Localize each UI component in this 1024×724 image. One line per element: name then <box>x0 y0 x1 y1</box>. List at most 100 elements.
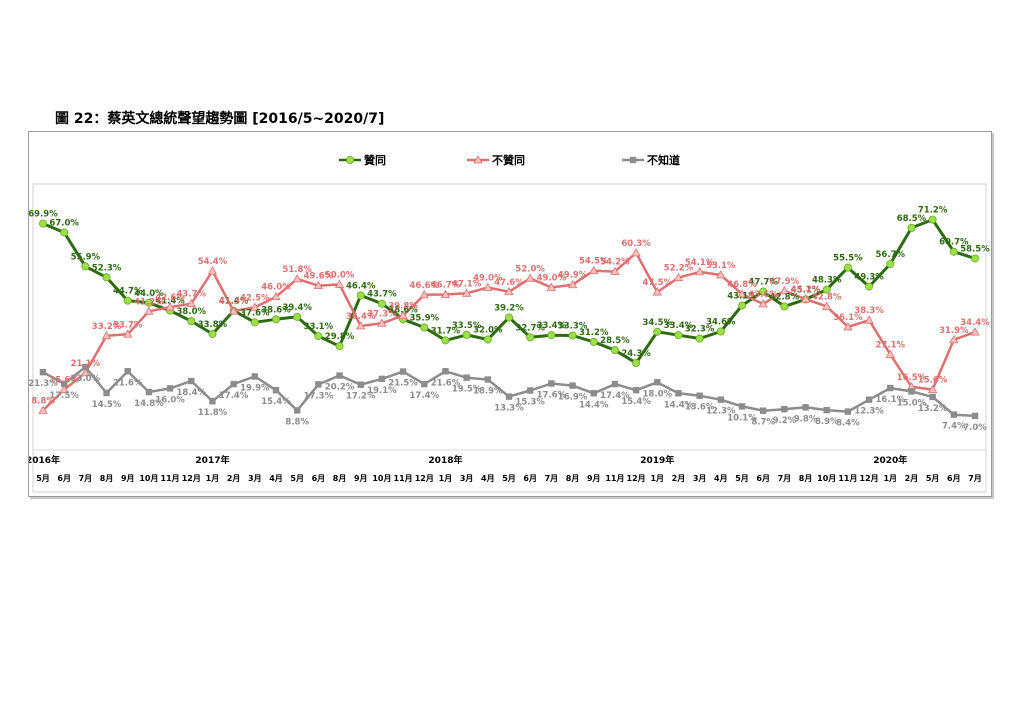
point-disapprove <box>334 279 345 288</box>
data-label-unknown: 14.4% <box>664 400 694 410</box>
data-label-unknown: 8.8% <box>285 417 309 427</box>
point-disapprove <box>419 290 429 299</box>
data-label-unknown: 11.8% <box>198 408 228 418</box>
data-label-unknown: 16.0% <box>155 395 185 405</box>
point-approve <box>250 318 259 327</box>
point-disapprove <box>758 299 768 308</box>
point-disapprove <box>377 318 387 327</box>
point-disapprove <box>398 310 408 320</box>
point-unknown <box>632 387 640 394</box>
point-unknown <box>802 404 809 411</box>
legend: 贊同 不贊同 不知道 <box>339 153 680 167</box>
data-label-approve: 33.8% <box>198 320 228 330</box>
data-label-disapprove: 51.8% <box>282 265 312 275</box>
point-unknown <box>399 368 407 375</box>
data-label-approve: 33.3% <box>558 321 588 331</box>
data-label-disapprove: 49.9% <box>558 271 588 281</box>
point-disapprove <box>440 289 451 298</box>
data-label-approve: 37.6% <box>240 308 270 318</box>
data-label-unknown: 7.0% <box>963 423 987 433</box>
data-label-approve: 43.1% <box>727 292 757 302</box>
data-label-disapprove: 47.1% <box>452 279 482 289</box>
x-tick-label: 6月 <box>523 474 537 483</box>
data-label-disapprove: 38.3% <box>854 306 884 316</box>
x-tick-label: 3月 <box>693 474 707 483</box>
point-disapprove <box>483 282 493 291</box>
legend-marker-unknown <box>629 156 637 164</box>
data-label-disapprove: 33.2% <box>92 322 122 332</box>
point-approve <box>420 323 429 332</box>
data-label-approve: 31.2% <box>579 328 609 338</box>
x-tick-label: 4月 <box>269 474 283 483</box>
x-tick-label: 12月 <box>627 474 646 483</box>
point-unknown <box>124 368 131 375</box>
data-label-approve: 39.4% <box>282 303 312 313</box>
point-disapprove <box>228 306 239 315</box>
point-approve <box>483 335 492 344</box>
data-label-approve: 41.4% <box>219 297 249 307</box>
data-label-disapprove: 15.6% <box>49 376 79 386</box>
data-label-approve: 38.6% <box>388 305 418 315</box>
x-tick-label: 11月 <box>605 474 624 483</box>
point-approve <box>526 333 535 342</box>
x-tick-label: 4月 <box>481 474 495 483</box>
data-label-approve: 47.7% <box>748 277 778 287</box>
data-label-approve: 52.3% <box>92 263 122 273</box>
point-unknown <box>315 381 322 388</box>
data-label-disapprove: 54.5% <box>579 257 609 267</box>
data-label-disapprove: 37.3% <box>367 309 397 319</box>
x-tick-label: 7月 <box>79 474 93 483</box>
point-approve <box>674 331 683 340</box>
data-label-unknown: 18.4% <box>177 388 207 398</box>
point-unknown <box>759 407 767 414</box>
point-approve <box>187 317 196 326</box>
data-label-unknown: 17.2% <box>346 392 376 402</box>
point-unknown <box>675 390 682 397</box>
x-tick-label: 6月 <box>312 474 326 483</box>
data-label-unknown: 12.3% <box>706 407 736 417</box>
data-label-approve: 32.7% <box>515 323 545 333</box>
data-label-unknown: 18.9% <box>473 387 503 397</box>
data-label-approve: 31.7% <box>431 326 461 336</box>
point-approve <box>907 223 916 232</box>
data-label-disapprove: 46.7% <box>431 281 461 291</box>
data-label-disapprove: 54.4% <box>198 257 228 267</box>
point-disapprove <box>546 282 557 291</box>
data-label-approve: 35.9% <box>410 314 440 324</box>
data-label-unknown: 14.4% <box>579 400 609 410</box>
point-approve <box>971 254 980 263</box>
data-label-unknown: 21.6% <box>113 378 143 388</box>
point-disapprove <box>271 291 281 301</box>
point-unknown <box>505 393 513 400</box>
data-label-disapprove: 47.5% <box>643 278 673 288</box>
point-approve <box>610 346 619 355</box>
data-label-unknown: 21.6% <box>431 378 461 388</box>
data-label-disapprove: 15.6% <box>918 376 948 386</box>
data-label-approve: 38.6% <box>261 305 291 315</box>
point-disapprove <box>673 272 684 282</box>
x-tick-label: 6月 <box>756 474 770 483</box>
point-disapprove <box>652 287 662 296</box>
data-label-unknown: 17.5% <box>49 391 79 401</box>
data-label-approve: 44.0% <box>134 289 164 299</box>
point-unknown <box>188 377 195 385</box>
x-year-label: 2018年 <box>428 454 462 466</box>
point-disapprove <box>101 330 112 340</box>
x-tick-label: 8月 <box>100 474 114 483</box>
data-label-disapprove: 36.4% <box>346 312 376 322</box>
point-unknown <box>823 406 830 414</box>
x-tick-label: 2月 <box>905 474 919 483</box>
point-approve <box>759 287 768 296</box>
data-label-unknown: 13.6% <box>685 403 715 413</box>
data-label-unknown: 14.5% <box>92 400 122 410</box>
data-label-approve: 45.1% <box>791 285 821 295</box>
data-label-approve: 29.8% <box>325 332 355 342</box>
point-disapprove <box>716 270 726 279</box>
data-labels-layer: 69.9%67.0%55.9%52.3%44.7%44.0%41.4%38.0%… <box>29 206 990 433</box>
data-label-approve: 28.5% <box>600 336 630 346</box>
data-label-approve: 33.5% <box>452 321 482 331</box>
point-approve <box>441 336 450 345</box>
data-label-unknown: 17.4% <box>410 391 440 401</box>
point-disapprove <box>80 367 91 377</box>
data-label-unknown: 8.9% <box>815 417 839 427</box>
